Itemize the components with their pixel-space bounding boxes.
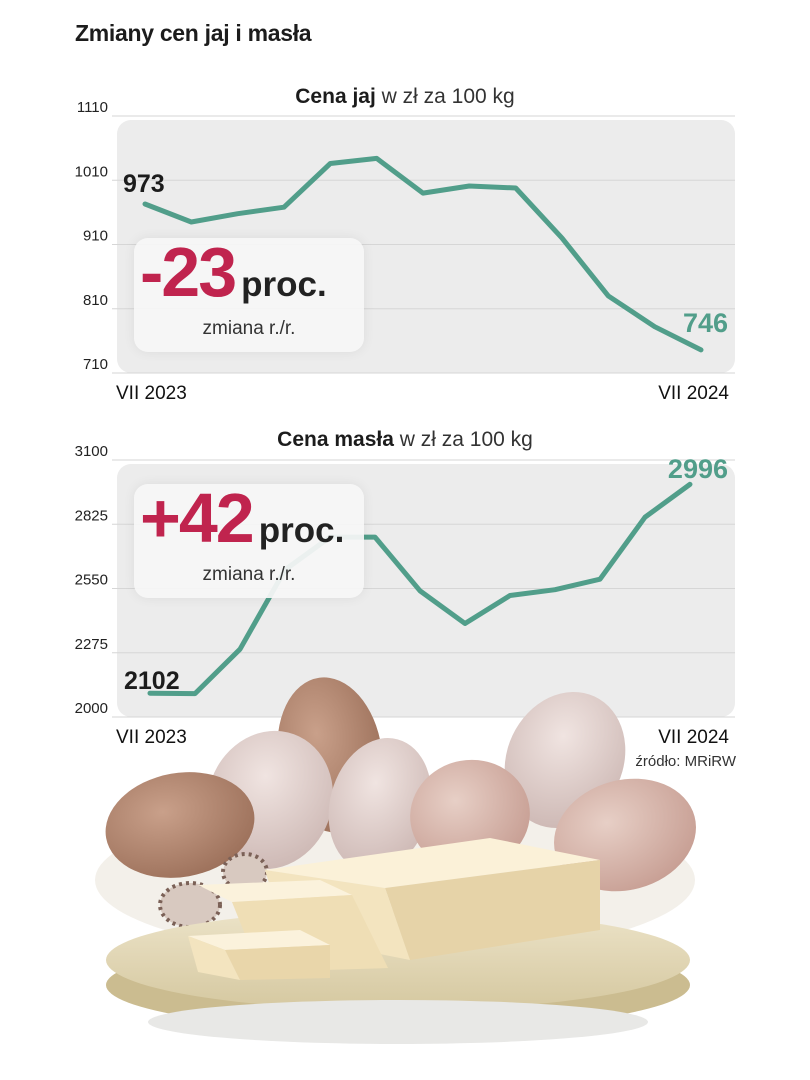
- butter-y-tick-label: 2825: [75, 507, 108, 524]
- butter-block-icon: [265, 838, 600, 888]
- butter-y-tick-label: 2275: [75, 636, 108, 653]
- plate-shadow-icon: [148, 1000, 648, 1044]
- eggs-x-label-start: VII 2023: [116, 383, 187, 404]
- eggs-chart-title-unit: w zł za 100 kg: [381, 85, 515, 108]
- page-title: Zmiany cen jaj i masła: [75, 20, 312, 46]
- eggs-change-unit: proc.: [241, 265, 327, 304]
- butter-slice-icon: [188, 930, 330, 950]
- butter-slice-icon: [198, 880, 352, 902]
- butter-y-tick-label: 3100: [75, 443, 108, 460]
- butter-change-caption: zmiana r./r.: [202, 564, 296, 585]
- eggs-y-tick-label: 1110: [77, 99, 108, 116]
- egg-icon: [105, 772, 255, 878]
- butter-slice-icon: [232, 895, 388, 972]
- egg-icon: [554, 778, 696, 892]
- butter-change-unit: proc.: [258, 511, 345, 550]
- butter-x-label-start: VII 2023: [116, 727, 187, 748]
- eggs-change-caption: zmiana r./r.: [202, 318, 296, 339]
- butter-end-value-label: 2996: [668, 454, 728, 484]
- quail-egg-icon: [221, 852, 269, 892]
- eggs-end-value-label: 746: [683, 308, 728, 338]
- quail-egg-icon: [158, 881, 222, 929]
- butter-slice-icon: [225, 945, 330, 980]
- butter-chart-title-unit: w zł za 100 kg: [399, 428, 533, 451]
- butter-start-value-label: 2102: [124, 667, 180, 695]
- eggs-change-value: -23: [140, 233, 237, 311]
- butter-x-label-end: VII 2024: [658, 727, 729, 748]
- butter-block-icon: [265, 870, 410, 960]
- eggs-y-tick-label: 1010: [75, 163, 108, 180]
- butter-y-tick-label: 2000: [75, 700, 108, 717]
- butter-y-tick-label: 2550: [75, 572, 108, 589]
- butter-change-callout: +42 proc. zmiana r./r.: [134, 479, 364, 598]
- source-note: źródło: MRiRW: [635, 753, 736, 770]
- butter-change-value: +42: [140, 479, 255, 557]
- butter-chart-title-main: Cena masła: [277, 428, 394, 451]
- butter-block-icon: [385, 860, 600, 960]
- eggs-y-tick-label: 810: [83, 292, 108, 309]
- plate-back-icon: [95, 802, 695, 958]
- butter-slice-icon: [188, 936, 240, 980]
- eggs-change-callout: -23 proc. zmiana r./r.: [134, 233, 364, 352]
- butter-chart-svg: 3100 2825 2550 2275 2000 VII 2023 VII 2024 2102…: [75, 443, 735, 748]
- eggs-y-tick-label: 710: [83, 356, 108, 373]
- eggs-start-value-label: 973: [123, 170, 165, 198]
- plate-icon: [106, 910, 690, 1010]
- butter-chart-title: Cena masła w zł za 100 kg: [0, 428, 810, 452]
- eggs-y-tick-label: 910: [83, 228, 108, 245]
- eggs-chart-title: Cena jaj w zł za 100 kg: [0, 85, 810, 109]
- plate-rim-icon: [106, 939, 690, 1031]
- egg-icon: [410, 759, 530, 871]
- eggs-x-label-end: VII 2024: [658, 383, 729, 404]
- eggs-chart-title-main: Cena jaj: [295, 85, 376, 108]
